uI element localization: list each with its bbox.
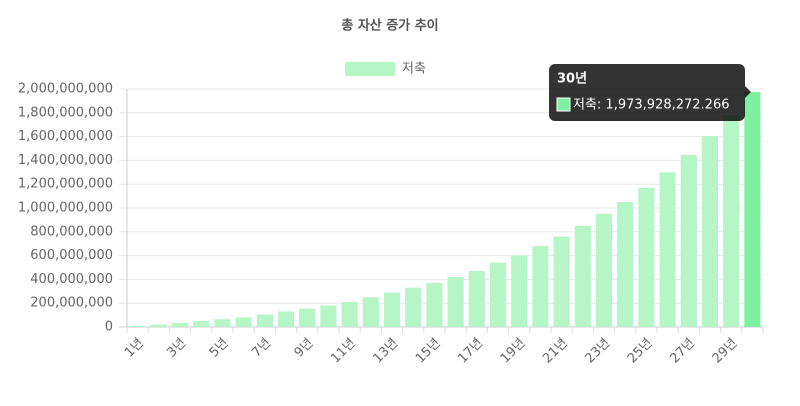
bar: [341, 302, 358, 327]
tooltip-text: 저축: 1,973,928,272.266: [573, 98, 730, 113]
bar: [468, 271, 485, 327]
bar: [405, 287, 422, 327]
bar: [171, 322, 189, 327]
x-tick-label: 27년: [667, 336, 698, 367]
bar: [362, 297, 379, 327]
tooltip-caret: [745, 86, 751, 98]
bar: [511, 255, 528, 327]
x-tick-label: 29년: [710, 336, 741, 367]
x-tick-label: 21년: [540, 336, 571, 367]
bar: [129, 325, 146, 327]
x-tick-label: 1년: [122, 336, 147, 361]
x-tick-label: 15년: [413, 336, 444, 367]
bar: [383, 292, 401, 327]
bar: [235, 317, 252, 327]
bar: [299, 308, 316, 327]
y-tick-label: 1,600,000,000: [18, 129, 113, 144]
bar: [617, 202, 634, 327]
y-tick-label: 200,000,000: [30, 296, 113, 311]
x-tick-label: 25년: [625, 336, 656, 367]
bar: [214, 319, 231, 327]
bar: [256, 314, 273, 327]
bar: [150, 324, 167, 327]
bar: [426, 282, 443, 327]
bar: [532, 246, 549, 327]
x-tick-label: 13년: [371, 336, 402, 367]
bar: [723, 115, 740, 328]
y-tick-label: 1,200,000,000: [18, 177, 113, 192]
y-tick-label: 1,400,000,000: [18, 153, 113, 168]
tooltip-box: [549, 64, 745, 121]
y-tick-label: 800,000,000: [30, 224, 113, 239]
x-tick-label: 17년: [455, 336, 486, 367]
legend-swatch: [345, 62, 395, 76]
bar: [595, 213, 613, 327]
bar: [680, 155, 697, 327]
x-tick-label: 23년: [583, 336, 614, 367]
x-tick-label: 7년: [249, 336, 274, 361]
chart-title: 총 자산 증가 추이: [341, 18, 438, 34]
bar: [744, 92, 761, 327]
bar: [193, 321, 210, 327]
x-tick-label: 19년: [498, 336, 529, 367]
y-tick-label: 2,000,000,000: [18, 82, 113, 97]
x-tick-label: 5년: [207, 336, 232, 361]
bar: [659, 172, 676, 327]
bar: [320, 305, 337, 327]
y-tick-label: 1,000,000,000: [18, 201, 113, 216]
y-tick-label: 400,000,000: [30, 272, 113, 287]
bar: [574, 225, 591, 327]
bar: [701, 136, 719, 327]
bar: [553, 236, 570, 327]
tooltip-swatch: [556, 97, 571, 112]
bar: [277, 311, 295, 327]
y-tick-label: 600,000,000: [30, 248, 113, 263]
bar: [638, 187, 655, 327]
tooltip-title: 30년: [557, 72, 587, 87]
x-tick-label: 11년: [328, 336, 359, 367]
bar: [447, 277, 464, 327]
bar: [489, 262, 507, 327]
x-tick-label: 9년: [292, 336, 317, 361]
y-tick-label: 1,800,000,000: [18, 105, 113, 120]
legend-label: 저축: [402, 62, 426, 77]
x-tick-label: 3년: [164, 336, 189, 361]
y-tick-label: 0: [105, 320, 113, 335]
